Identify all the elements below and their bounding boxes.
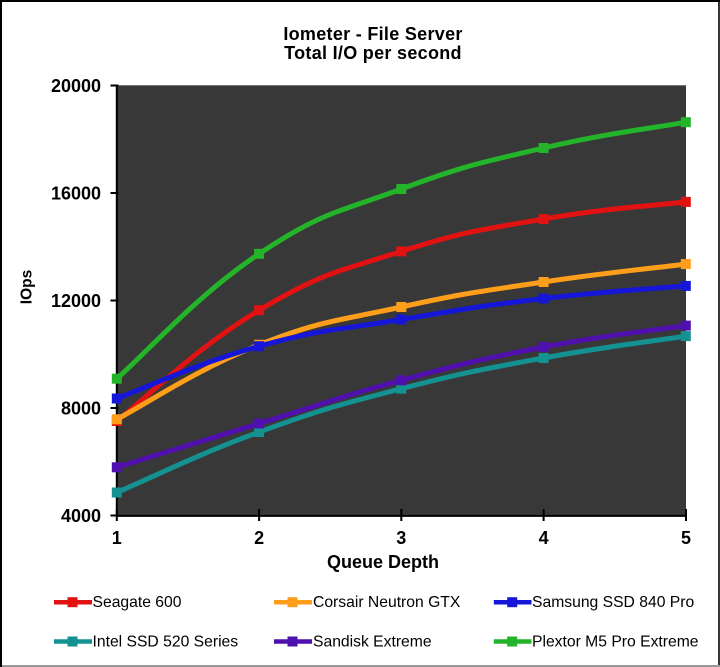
svg-text:4000: 4000 — [61, 506, 101, 526]
svg-text:Samsung SSD 840 Pro: Samsung SSD 840 Pro — [532, 594, 694, 611]
svg-text:Total I/O per second: Total I/O per second — [284, 43, 462, 63]
svg-text:16000: 16000 — [51, 184, 101, 204]
svg-text:2: 2 — [254, 528, 264, 548]
svg-text:Corsair Neutron GTX: Corsair Neutron GTX — [313, 594, 461, 611]
svg-text:12000: 12000 — [51, 291, 101, 311]
svg-text:20000: 20000 — [51, 76, 101, 96]
svg-text:Intel SSD 520 Series: Intel SSD 520 Series — [93, 633, 239, 650]
svg-text:Sandisk Extreme: Sandisk Extreme — [313, 633, 432, 650]
svg-text:Queue Depth: Queue Depth — [327, 552, 439, 572]
svg-text:Plextor M5 Pro Extreme: Plextor M5 Pro Extreme — [532, 633, 699, 650]
svg-text:5: 5 — [681, 528, 691, 548]
svg-text:IOps: IOps — [19, 270, 36, 304]
svg-text:Iometer - File Server: Iometer - File Server — [283, 24, 462, 44]
svg-text:8000: 8000 — [61, 399, 101, 419]
svg-text:Seagate 600: Seagate 600 — [93, 594, 182, 611]
svg-text:1: 1 — [112, 528, 122, 548]
svg-text:4: 4 — [539, 528, 549, 548]
svg-text:3: 3 — [396, 528, 406, 548]
